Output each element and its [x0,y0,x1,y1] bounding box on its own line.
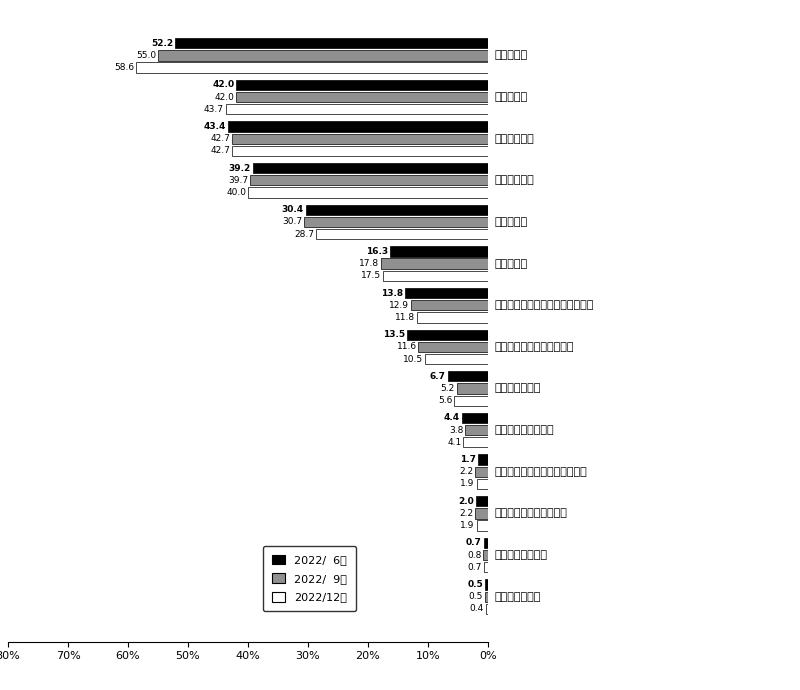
Bar [478,455,488,465]
Bar [232,134,488,144]
Text: 0.7: 0.7 [466,538,482,547]
Text: 39.2: 39.2 [229,164,251,172]
Text: アフターサービスが充実している: アフターサービスが充実している [494,300,594,310]
Text: 58.6: 58.6 [114,63,134,72]
Text: 0.7: 0.7 [468,563,482,572]
Text: 6.7: 6.7 [430,372,446,381]
Bar [306,205,488,215]
Text: ブランドイメージが良い: ブランドイメージが良い [494,509,567,518]
Text: 55.0: 55.0 [136,51,156,60]
Text: 1.9: 1.9 [461,521,475,530]
Bar [381,259,488,268]
Text: 2.2: 2.2 [459,467,473,476]
Text: 42.7: 42.7 [210,146,230,155]
Text: 4.4: 4.4 [444,413,460,422]
Bar [485,591,488,602]
Bar [228,121,488,132]
Text: 0.5: 0.5 [469,592,483,601]
Text: 30.4: 30.4 [282,206,304,215]
Bar [232,146,488,156]
Bar [462,413,488,423]
Bar [390,246,488,257]
Bar [410,300,488,310]
Text: 長く使える: 長く使える [494,92,527,102]
Text: 3.8: 3.8 [449,426,463,435]
Bar [174,38,488,48]
Bar [463,437,488,447]
Text: 環境や社会に配慮している: 環境や社会に配慮している [494,342,574,352]
Text: 39.7: 39.7 [228,176,248,185]
Text: 13.8: 13.8 [382,288,403,297]
Text: 17.5: 17.5 [361,271,381,280]
Bar [418,342,488,352]
Text: 11.6: 11.6 [397,342,417,351]
Text: 2.2: 2.2 [459,509,473,518]
Text: 0.5: 0.5 [467,580,483,589]
Text: 40.0: 40.0 [226,188,246,197]
Text: 10.5: 10.5 [403,355,423,364]
Bar [304,217,488,227]
Bar [486,604,488,614]
Bar [466,425,488,435]
Text: 16.3: 16.3 [366,247,389,256]
Text: 0.4: 0.4 [470,604,484,613]
Text: 5.2: 5.2 [441,384,455,393]
Bar [226,104,488,115]
Bar [250,175,488,186]
Bar [484,562,488,573]
Text: 機能が良い: 機能が良い [494,217,527,227]
Bar [477,520,488,531]
Text: 17.8: 17.8 [359,259,379,268]
Text: 価格が安い: 価格が安い [494,50,527,61]
Bar [484,538,488,548]
Bar [485,580,488,590]
Bar [236,80,488,90]
Text: 12.9: 12.9 [389,301,409,310]
Bar [457,384,488,394]
Bar [383,270,488,281]
Text: 11.8: 11.8 [395,313,415,322]
Bar [316,229,488,239]
Bar [248,188,488,197]
Text: 42.0: 42.0 [214,92,234,101]
Text: 43.4: 43.4 [203,122,226,131]
Bar [405,288,488,298]
Bar [407,330,488,340]
Bar [475,509,488,519]
Text: デザインが良い: デザインが良い [494,384,541,393]
Text: 42.7: 42.7 [210,134,230,144]
Text: 2.0: 2.0 [458,497,474,506]
Text: 28.7: 28.7 [294,230,314,239]
Bar [253,163,488,173]
Text: 安全性が高い: 安全性が高い [494,134,534,144]
Text: 好奇心が刺濃される: 好奇心が刺濃される [494,425,554,435]
Text: 13.5: 13.5 [383,331,405,339]
Text: 43.7: 43.7 [204,105,224,114]
Bar [418,313,488,322]
Bar [425,354,488,364]
Text: 信頼性が高い: 信頼性が高い [494,175,534,186]
Text: 0.8: 0.8 [467,551,482,560]
Text: 30.7: 30.7 [282,217,302,226]
Bar [158,50,488,61]
Text: 42.0: 42.0 [212,81,234,90]
Text: 5.6: 5.6 [438,396,453,405]
Text: 4.1: 4.1 [447,438,462,447]
Bar [483,550,488,560]
Text: 52.2: 52.2 [151,39,173,48]
Text: 流行のものである: 流行のものである [494,550,547,560]
Text: この中にはない: この中にはない [494,592,541,602]
Bar [475,466,488,477]
Legend: 2022/  6月, 2022/  9月, 2022/12月: 2022/ 6月, 2022/ 9月, 2022/12月 [263,546,356,611]
Bar [448,371,488,382]
Bar [477,479,488,489]
Bar [476,496,488,506]
Bar [236,92,488,102]
Text: 1.7: 1.7 [460,455,476,464]
Text: 今までにない新しいものである: 今までにない新しいものである [494,466,587,477]
Text: 健康に良い: 健康に良い [494,259,527,268]
Bar [136,62,488,72]
Bar [454,395,488,406]
Text: 1.9: 1.9 [461,480,475,489]
